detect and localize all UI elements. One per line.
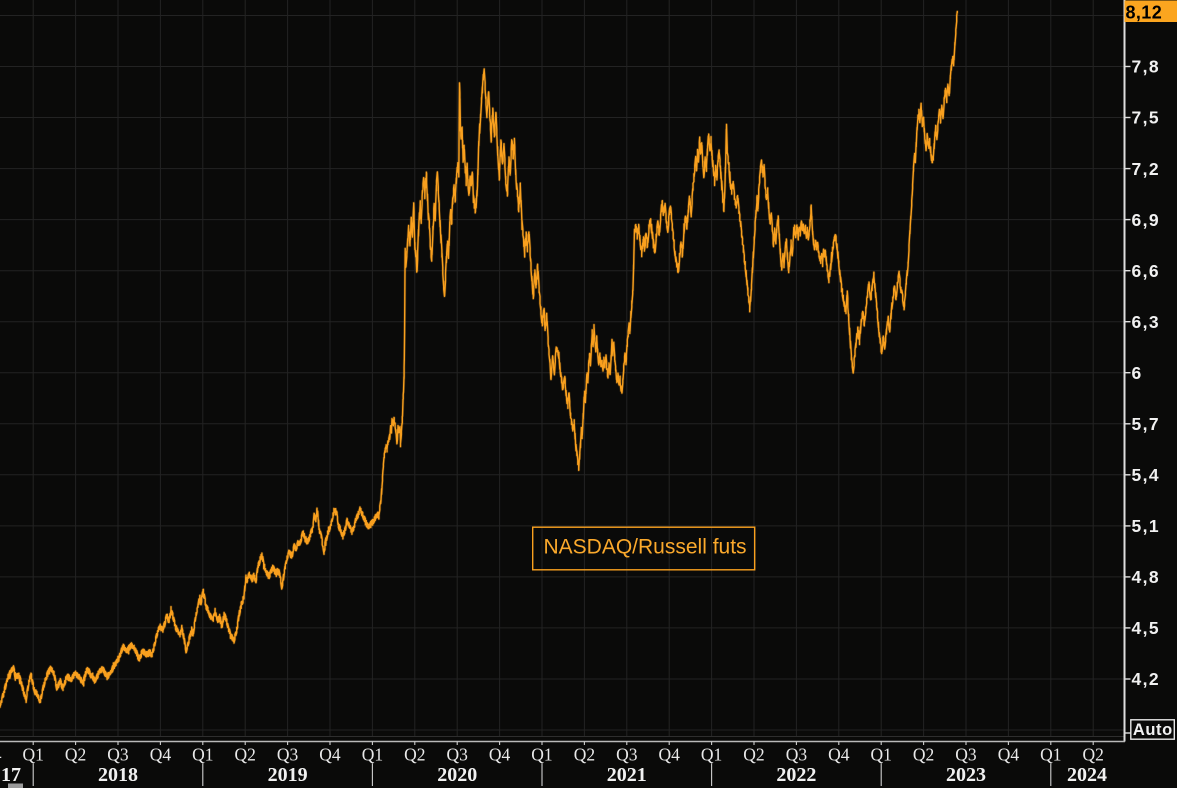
svg-text:Q4: Q4 <box>319 745 341 765</box>
svg-text:Q4: Q4 <box>828 745 850 765</box>
svg-text:2018: 2018 <box>98 764 138 786</box>
svg-text:Q1: Q1 <box>192 745 213 765</box>
svg-text:Q4: Q4 <box>998 745 1020 765</box>
svg-text:2024: 2024 <box>1067 764 1107 786</box>
svg-text:Q2: Q2 <box>574 745 595 765</box>
svg-text:Q2: Q2 <box>743 745 764 765</box>
svg-text:6,3: 6,3 <box>1132 312 1161 332</box>
svg-text:Q2: Q2 <box>65 745 86 765</box>
svg-text:Q2: Q2 <box>913 745 934 765</box>
svg-text:4,8: 4,8 <box>1132 567 1161 587</box>
svg-text:Q4: Q4 <box>0 745 2 765</box>
svg-text:2021: 2021 <box>607 764 647 786</box>
svg-text:Q3: Q3 <box>616 745 638 765</box>
svg-text:Q1: Q1 <box>871 745 892 765</box>
svg-text:7,5: 7,5 <box>1132 108 1161 128</box>
svg-text:NASDAQ/Russell futs: NASDAQ/Russell futs <box>544 536 747 559</box>
svg-text:2020: 2020 <box>437 764 477 786</box>
svg-text:7,8: 7,8 <box>1132 57 1161 77</box>
svg-text:2023: 2023 <box>946 764 986 786</box>
svg-text:Auto: Auto <box>1133 721 1173 739</box>
svg-text:Q1: Q1 <box>23 745 44 765</box>
svg-text:Q1: Q1 <box>362 745 383 765</box>
svg-text:Q1: Q1 <box>1040 745 1061 765</box>
svg-text:4,2: 4,2 <box>1132 669 1161 689</box>
svg-text:7,2: 7,2 <box>1132 159 1161 179</box>
svg-text:5,1: 5,1 <box>1132 516 1161 536</box>
svg-text:Q1: Q1 <box>701 745 722 765</box>
svg-text:6: 6 <box>1132 363 1143 383</box>
svg-text:Q2: Q2 <box>1083 745 1104 765</box>
svg-text:5,7: 5,7 <box>1132 414 1161 434</box>
svg-text:Q3: Q3 <box>786 745 808 765</box>
svg-text:2022: 2022 <box>776 764 816 786</box>
svg-text:Q3: Q3 <box>955 745 977 765</box>
svg-text:17: 17 <box>1 764 21 786</box>
svg-text:Q4: Q4 <box>659 745 681 765</box>
svg-text:2019: 2019 <box>268 764 308 786</box>
svg-text:Q2: Q2 <box>235 745 256 765</box>
svg-text:Q2: Q2 <box>404 745 425 765</box>
svg-text:Q3: Q3 <box>107 745 129 765</box>
svg-text:5,4: 5,4 <box>1132 465 1161 485</box>
svg-text:4,5: 4,5 <box>1132 618 1161 638</box>
svg-text:8,12: 8,12 <box>1126 2 1163 22</box>
svg-text:Q3: Q3 <box>447 745 469 765</box>
svg-text:Q1: Q1 <box>531 745 552 765</box>
svg-text:6,6: 6,6 <box>1132 261 1161 281</box>
svg-text:Q3: Q3 <box>277 745 299 765</box>
svg-text:6,9: 6,9 <box>1132 210 1161 230</box>
svg-text:Q4: Q4 <box>489 745 511 765</box>
svg-text:Q4: Q4 <box>150 745 172 765</box>
